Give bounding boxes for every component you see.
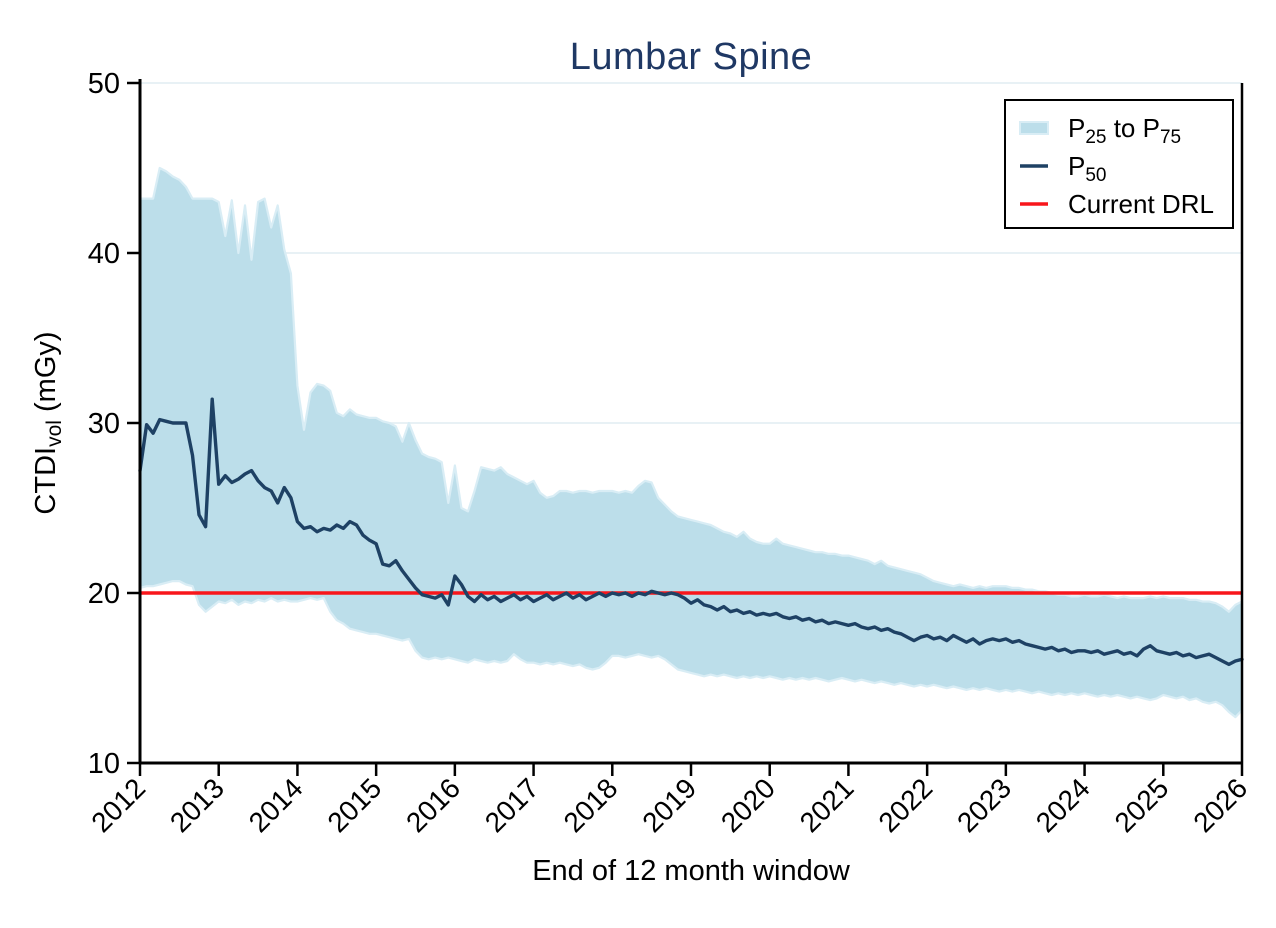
x-tick-label: 2012 — [85, 772, 151, 838]
legend-label: P50 — [1068, 151, 1106, 186]
x-tick-label: 2015 — [321, 772, 387, 838]
x-tick-label: 2019 — [636, 772, 702, 838]
p25-p75-band — [138, 166, 1244, 719]
x-tick-label: 2023 — [951, 772, 1017, 838]
x-tick-label: 2013 — [164, 772, 230, 838]
x-tick-label: 2022 — [872, 772, 938, 838]
x-tick-label: 2014 — [243, 772, 309, 838]
y-tick-label: 20 — [88, 578, 120, 610]
y-axis-title: CTDIvol (mGy) — [30, 331, 66, 514]
legend-label: P25 to P75 — [1068, 113, 1181, 148]
chart-title: Lumbar Spine — [569, 36, 813, 78]
x-tick-label: 2018 — [558, 772, 624, 838]
x-tick-label: 2016 — [400, 772, 466, 838]
p50-line — [138, 397, 1244, 667]
x-tick-label: 2025 — [1109, 772, 1175, 838]
x-tick-label: 2024 — [1030, 772, 1096, 838]
y-tick-label: 50 — [88, 68, 120, 100]
legend-band-swatch — [1019, 121, 1049, 135]
x-tick-label: 2017 — [479, 772, 545, 838]
legend-label: Current DRL — [1068, 189, 1214, 219]
x-tick-label: 2026 — [1187, 772, 1253, 838]
y-tick-label: 40 — [88, 238, 120, 270]
x-tick-label: 2020 — [715, 772, 781, 838]
x-tick-label: 2021 — [794, 772, 860, 838]
y-tick-label: 10 — [88, 748, 120, 780]
y-tick-label: 30 — [88, 408, 120, 440]
x-axis-title: End of 12 month window — [532, 855, 851, 887]
